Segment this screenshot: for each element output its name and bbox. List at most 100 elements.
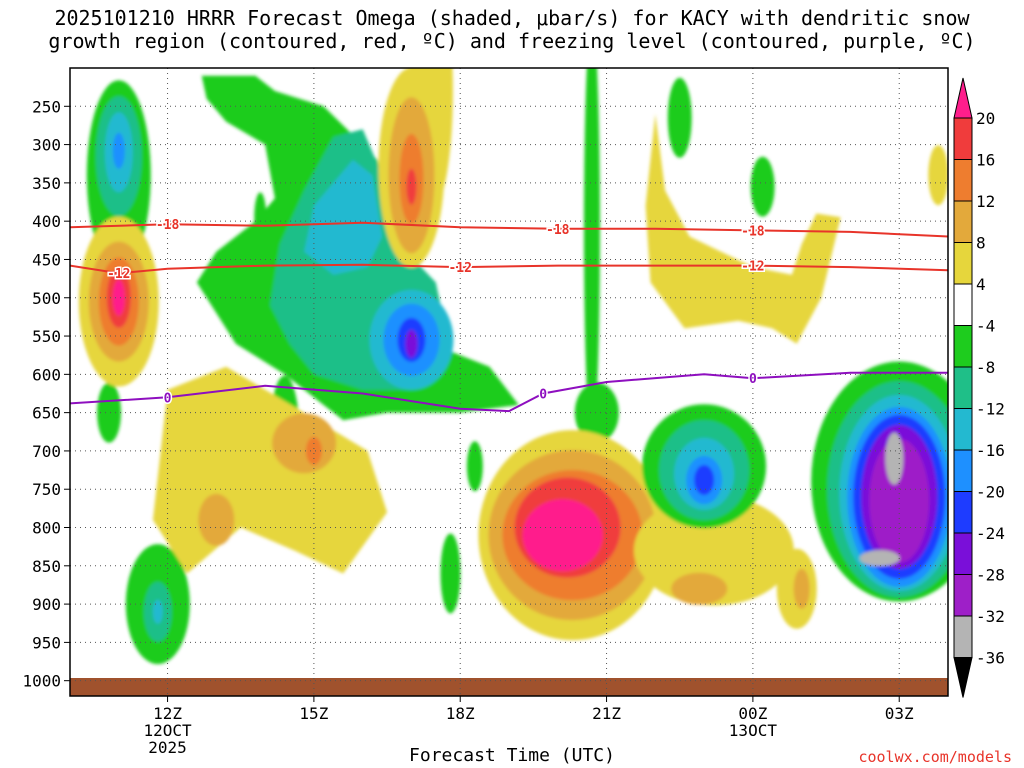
contour-label: 0 <box>164 391 172 406</box>
omega-region <box>574 382 619 443</box>
colorbar-label: 20 <box>976 109 995 128</box>
omega-region <box>793 568 810 609</box>
y-tick-label: 800 <box>32 519 61 538</box>
colorbar-label: -28 <box>976 566 1005 585</box>
y-tick-label: 400 <box>32 212 61 231</box>
x-tick-label: 12Z 12OCT 2025 <box>143 704 192 757</box>
colorbar-label: -32 <box>976 607 1005 626</box>
contour-label: -12 <box>741 260 764 275</box>
colorbar-segment <box>953 574 973 617</box>
y-tick-label: 900 <box>32 595 61 614</box>
y-tick-label: 700 <box>32 442 61 461</box>
temperature-contours: -18 -18 -18 -12 -12 -12 0 0 0 <box>70 217 948 413</box>
colorbar-segment <box>953 283 973 326</box>
omega-region <box>859 550 900 567</box>
ground-surface <box>70 678 948 696</box>
title-line-1: 2025101210 HRRR Forecast Omega (shaded, … <box>54 6 970 30</box>
colorbar-segment <box>953 491 973 534</box>
colorbar-label: -20 <box>976 483 1005 502</box>
y-tick-label: 450 <box>32 250 61 269</box>
colorbar-label: 12 <box>976 192 995 211</box>
colorbar-label: 8 <box>976 234 986 253</box>
colorbar-segment <box>953 200 973 243</box>
x-tick-label: 21Z <box>592 704 621 723</box>
omega-region <box>97 382 122 443</box>
colorbar-label: -36 <box>976 649 1005 668</box>
omega-region <box>750 156 775 217</box>
omega-region <box>583 68 600 439</box>
y-tick-label: 850 <box>32 557 61 576</box>
x-axis-label: Forecast Time (UTC) <box>409 745 615 766</box>
colorbar-label: -4 <box>976 317 995 336</box>
colorbar-top-arrow <box>953 77 973 119</box>
colorbar-label: 16 <box>976 151 995 170</box>
omega-region <box>645 114 841 344</box>
omega-region <box>305 436 322 465</box>
omega-region <box>869 438 930 563</box>
colorbar-label: -8 <box>976 358 995 377</box>
x-tick-label: 18Z <box>446 704 475 723</box>
omega-region <box>406 168 417 205</box>
y-tick-label: 950 <box>32 633 61 652</box>
colorbar-bottom-arrow <box>953 657 973 698</box>
x-tick-label: 00Z 13OCT <box>729 704 778 740</box>
omega-region <box>694 465 715 496</box>
colorbar-segment <box>953 366 973 409</box>
omega-region <box>254 192 267 243</box>
colorbar-segment <box>953 408 973 451</box>
x-axis: 12Z 12OCT 2025 15Z 18Z 21Z 00Z 13OCT 03Z <box>143 696 914 757</box>
y-tick-label: 1000 <box>22 672 61 691</box>
y-tick-label: 600 <box>32 365 61 384</box>
omega-region <box>272 413 337 474</box>
colorbar-segment <box>953 325 973 368</box>
omega-region <box>466 441 483 492</box>
x-tick-label: 15Z <box>299 704 328 723</box>
y-tick-label: 500 <box>32 289 61 308</box>
contour-line <box>70 263 948 275</box>
contour-label: -12 <box>448 261 471 276</box>
contour-label: -18 <box>156 218 180 233</box>
colorbar-label: -16 <box>976 441 1005 460</box>
omega-region <box>633 495 794 606</box>
omega-region <box>112 279 125 316</box>
contour-label: 0 <box>749 372 757 387</box>
contour-line <box>70 221 948 238</box>
y-tick-label: 550 <box>32 327 61 346</box>
x-tick-label: 03Z <box>885 704 914 723</box>
omega-shading <box>78 68 948 665</box>
omega-region <box>304 159 383 275</box>
contour-label: -12 <box>107 267 130 282</box>
y-tick-label: 650 <box>32 404 61 423</box>
colorbar-label: -12 <box>976 400 1005 419</box>
credit-link[interactable]: coolwx.com/models <box>858 748 1012 766</box>
omega-region <box>440 533 461 614</box>
chart-title: 2025101210 HRRR Forecast Omega (shaded, … <box>0 7 1024 53</box>
omega-region <box>671 572 728 605</box>
contour-line <box>70 371 948 413</box>
colorbar-label: -24 <box>976 524 1005 543</box>
omega-region <box>885 432 904 485</box>
y-tick-label: 300 <box>32 136 61 155</box>
y-tick-label: 750 <box>32 480 61 499</box>
contour-label: 0 <box>539 387 547 402</box>
y-axis: 250 300 350 400 450 500 550 600 650 700 750 800 850 9… <box>22 97 70 691</box>
y-tick-label: 350 <box>32 174 61 193</box>
colorbar-label: 4 <box>976 275 986 294</box>
omega-region <box>405 329 418 358</box>
title-line-2: growth region (contoured, red, ºC) and f… <box>48 29 976 53</box>
contour-label: -18 <box>741 224 765 239</box>
colorbar-segment <box>953 449 973 492</box>
colorbar-segment <box>953 242 973 285</box>
y-tick-label: 250 <box>32 97 61 116</box>
omega-region <box>928 145 948 206</box>
colorbar-segment <box>953 159 973 202</box>
colorbar-segment <box>953 117 973 160</box>
colorbar-segment <box>953 532 973 575</box>
plot-frame <box>69 67 949 697</box>
omega-region <box>152 599 163 624</box>
colorbar-segment <box>953 615 973 658</box>
colorbar: 20 16 12 8 4 -4 -8 -12 -16 -20 -24 -28 -32 -36 <box>953 77 1005 698</box>
omega-region <box>522 499 603 572</box>
contour-label: -18 <box>546 223 570 238</box>
omega-region <box>198 493 235 546</box>
